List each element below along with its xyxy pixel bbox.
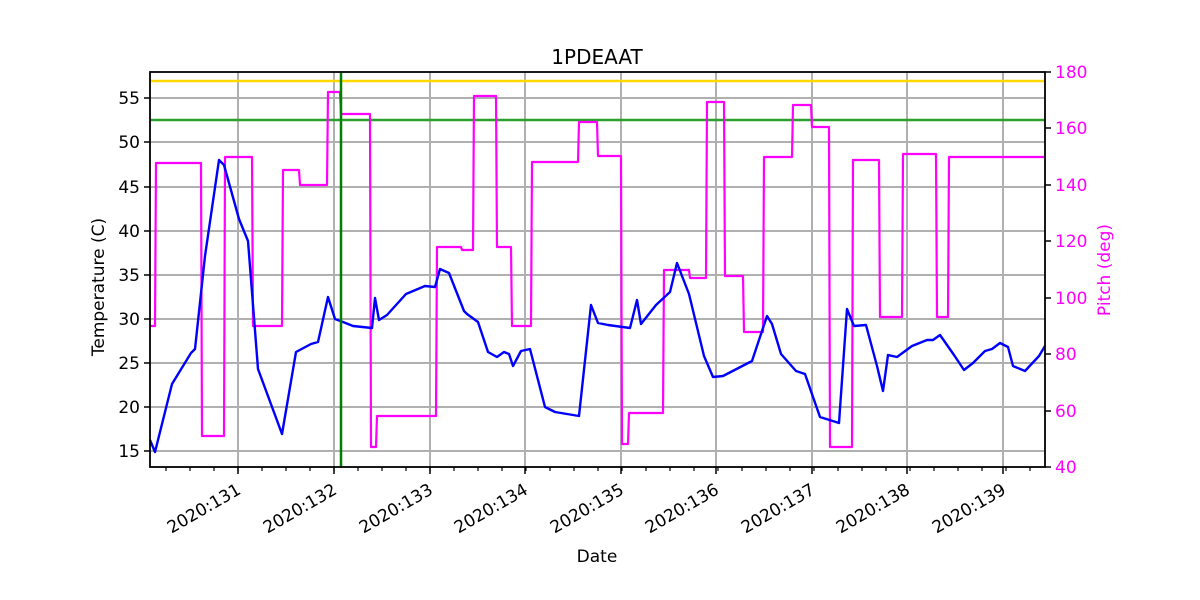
y-right-tick-label: 40 xyxy=(1055,458,1077,478)
y-tick-label: 55 xyxy=(118,89,140,109)
chart-title: 1PDEAAT xyxy=(551,45,643,69)
y-tick-label: 35 xyxy=(118,266,140,286)
y-tick-label: 40 xyxy=(118,222,140,242)
y-tick-label: 20 xyxy=(118,398,140,418)
gridlines xyxy=(150,72,1045,467)
y-tick-label: 45 xyxy=(118,178,140,198)
y-right-tick-label: 120 xyxy=(1055,232,1087,252)
reference-lines xyxy=(150,79,1045,122)
y-right-tick-label: 100 xyxy=(1055,289,1087,309)
y-axis-left-ticks: 15 20 25 30 35 40 45 50 55 xyxy=(118,89,150,462)
y-axis-right-label: Pitch (deg) xyxy=(1095,224,1115,316)
y-right-tick-label: 140 xyxy=(1055,176,1087,196)
temperature-series-line xyxy=(148,158,1047,454)
y-axis-left-label: Temperature (C) xyxy=(89,218,109,357)
y-axis-right-ticks: 40 60 80 100 120 140 160 180 xyxy=(1045,63,1087,478)
y-tick-label: 15 xyxy=(118,442,140,462)
pitch-series-line xyxy=(150,90,1045,449)
y-tick-label: 25 xyxy=(118,354,140,374)
y-tick-label: 30 xyxy=(118,310,140,330)
y-tick-label: 50 xyxy=(118,133,140,153)
y-right-tick-label: 80 xyxy=(1055,345,1077,365)
x-axis-label: Date xyxy=(577,547,618,567)
y-right-tick-label: 180 xyxy=(1055,63,1087,83)
y-right-tick-label: 160 xyxy=(1055,119,1087,139)
y-right-tick-label: 60 xyxy=(1055,402,1077,422)
